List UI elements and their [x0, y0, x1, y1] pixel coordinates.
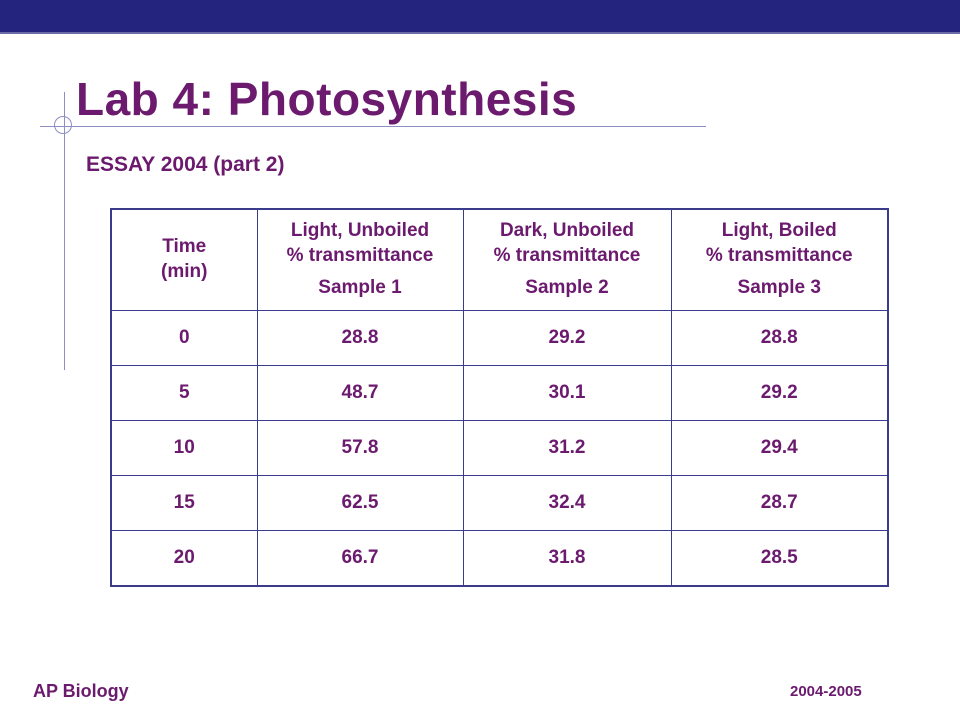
table-cell: 57.8 [256, 420, 464, 476]
table-row: 15 62.5 32.4 28.7 [110, 475, 889, 531]
header-sample: Sample 2 [525, 276, 609, 298]
table-cell: 66.7 [256, 530, 464, 587]
table-cell: 30.1 [462, 365, 672, 421]
header-line: Light, Boiled [721, 220, 837, 242]
footer-course-label: AP Biology [33, 681, 129, 701]
header-line: % transmittance [493, 245, 641, 267]
header-sample: Sample 1 [318, 276, 402, 298]
table-cell: 31.8 [462, 530, 672, 587]
header-line: % transmittance [286, 245, 434, 267]
banner-divider [0, 32, 960, 34]
table-cell: 28.7 [670, 475, 889, 531]
table-cell: 0 [110, 310, 258, 366]
table-cell: 28.5 [670, 530, 889, 587]
data-table: Time (min) Light, Unboiled % transmittan… [110, 208, 889, 587]
table-row: 10 57.8 31.2 29.4 [110, 420, 889, 476]
table-row: 20 66.7 31.8 28.5 [110, 530, 889, 587]
header-light-unboiled: Light, Unboiled % transmittance Sample 1 [256, 208, 464, 311]
table-cell: 10 [110, 420, 258, 476]
title-underline [40, 126, 706, 127]
table-cell: 29.2 [462, 310, 672, 366]
page-title: Lab 4: Photosynthesis [76, 73, 578, 125]
header-light-boiled: Light, Boiled % transmittance Sample 3 [670, 208, 889, 311]
table-cell: 29.2 [670, 365, 889, 421]
table-cell: 48.7 [256, 365, 464, 421]
table-cell: 5 [110, 365, 258, 421]
table-cell: 29.4 [670, 420, 889, 476]
header-dark-unboiled: Dark, Unboiled % transmittance Sample 2 [462, 208, 672, 311]
header-line: (min) [161, 261, 208, 282]
crosshair-circle-icon [54, 116, 72, 134]
header-line: % transmittance [705, 245, 853, 267]
table-header-row: Time (min) Light, Unboiled % transmittan… [110, 208, 889, 311]
table-row: 5 48.7 30.1 29.2 [110, 365, 889, 421]
header-line: Time [162, 236, 207, 258]
table-row: 0 28.8 29.2 28.8 [110, 310, 889, 366]
table-cell: 31.2 [462, 420, 672, 476]
footer-year-label: 2004-2005 [790, 683, 862, 700]
top-banner [0, 0, 960, 32]
header-line: Dark, Unboiled [499, 220, 635, 242]
header-time: Time (min) [110, 208, 258, 311]
table-cell: 62.5 [256, 475, 464, 531]
table-cell: 28.8 [670, 310, 889, 366]
decorative-vertical-line [64, 92, 65, 370]
table-cell: 28.8 [256, 310, 464, 366]
table-cell: 15 [110, 475, 258, 531]
page-subtitle: ESSAY 2004 (part 2) [86, 153, 285, 176]
table-cell: 32.4 [462, 475, 672, 531]
table-cell: 20 [110, 530, 258, 587]
header-sample: Sample 3 [737, 276, 821, 298]
header-line: Light, Unboiled [290, 220, 430, 242]
